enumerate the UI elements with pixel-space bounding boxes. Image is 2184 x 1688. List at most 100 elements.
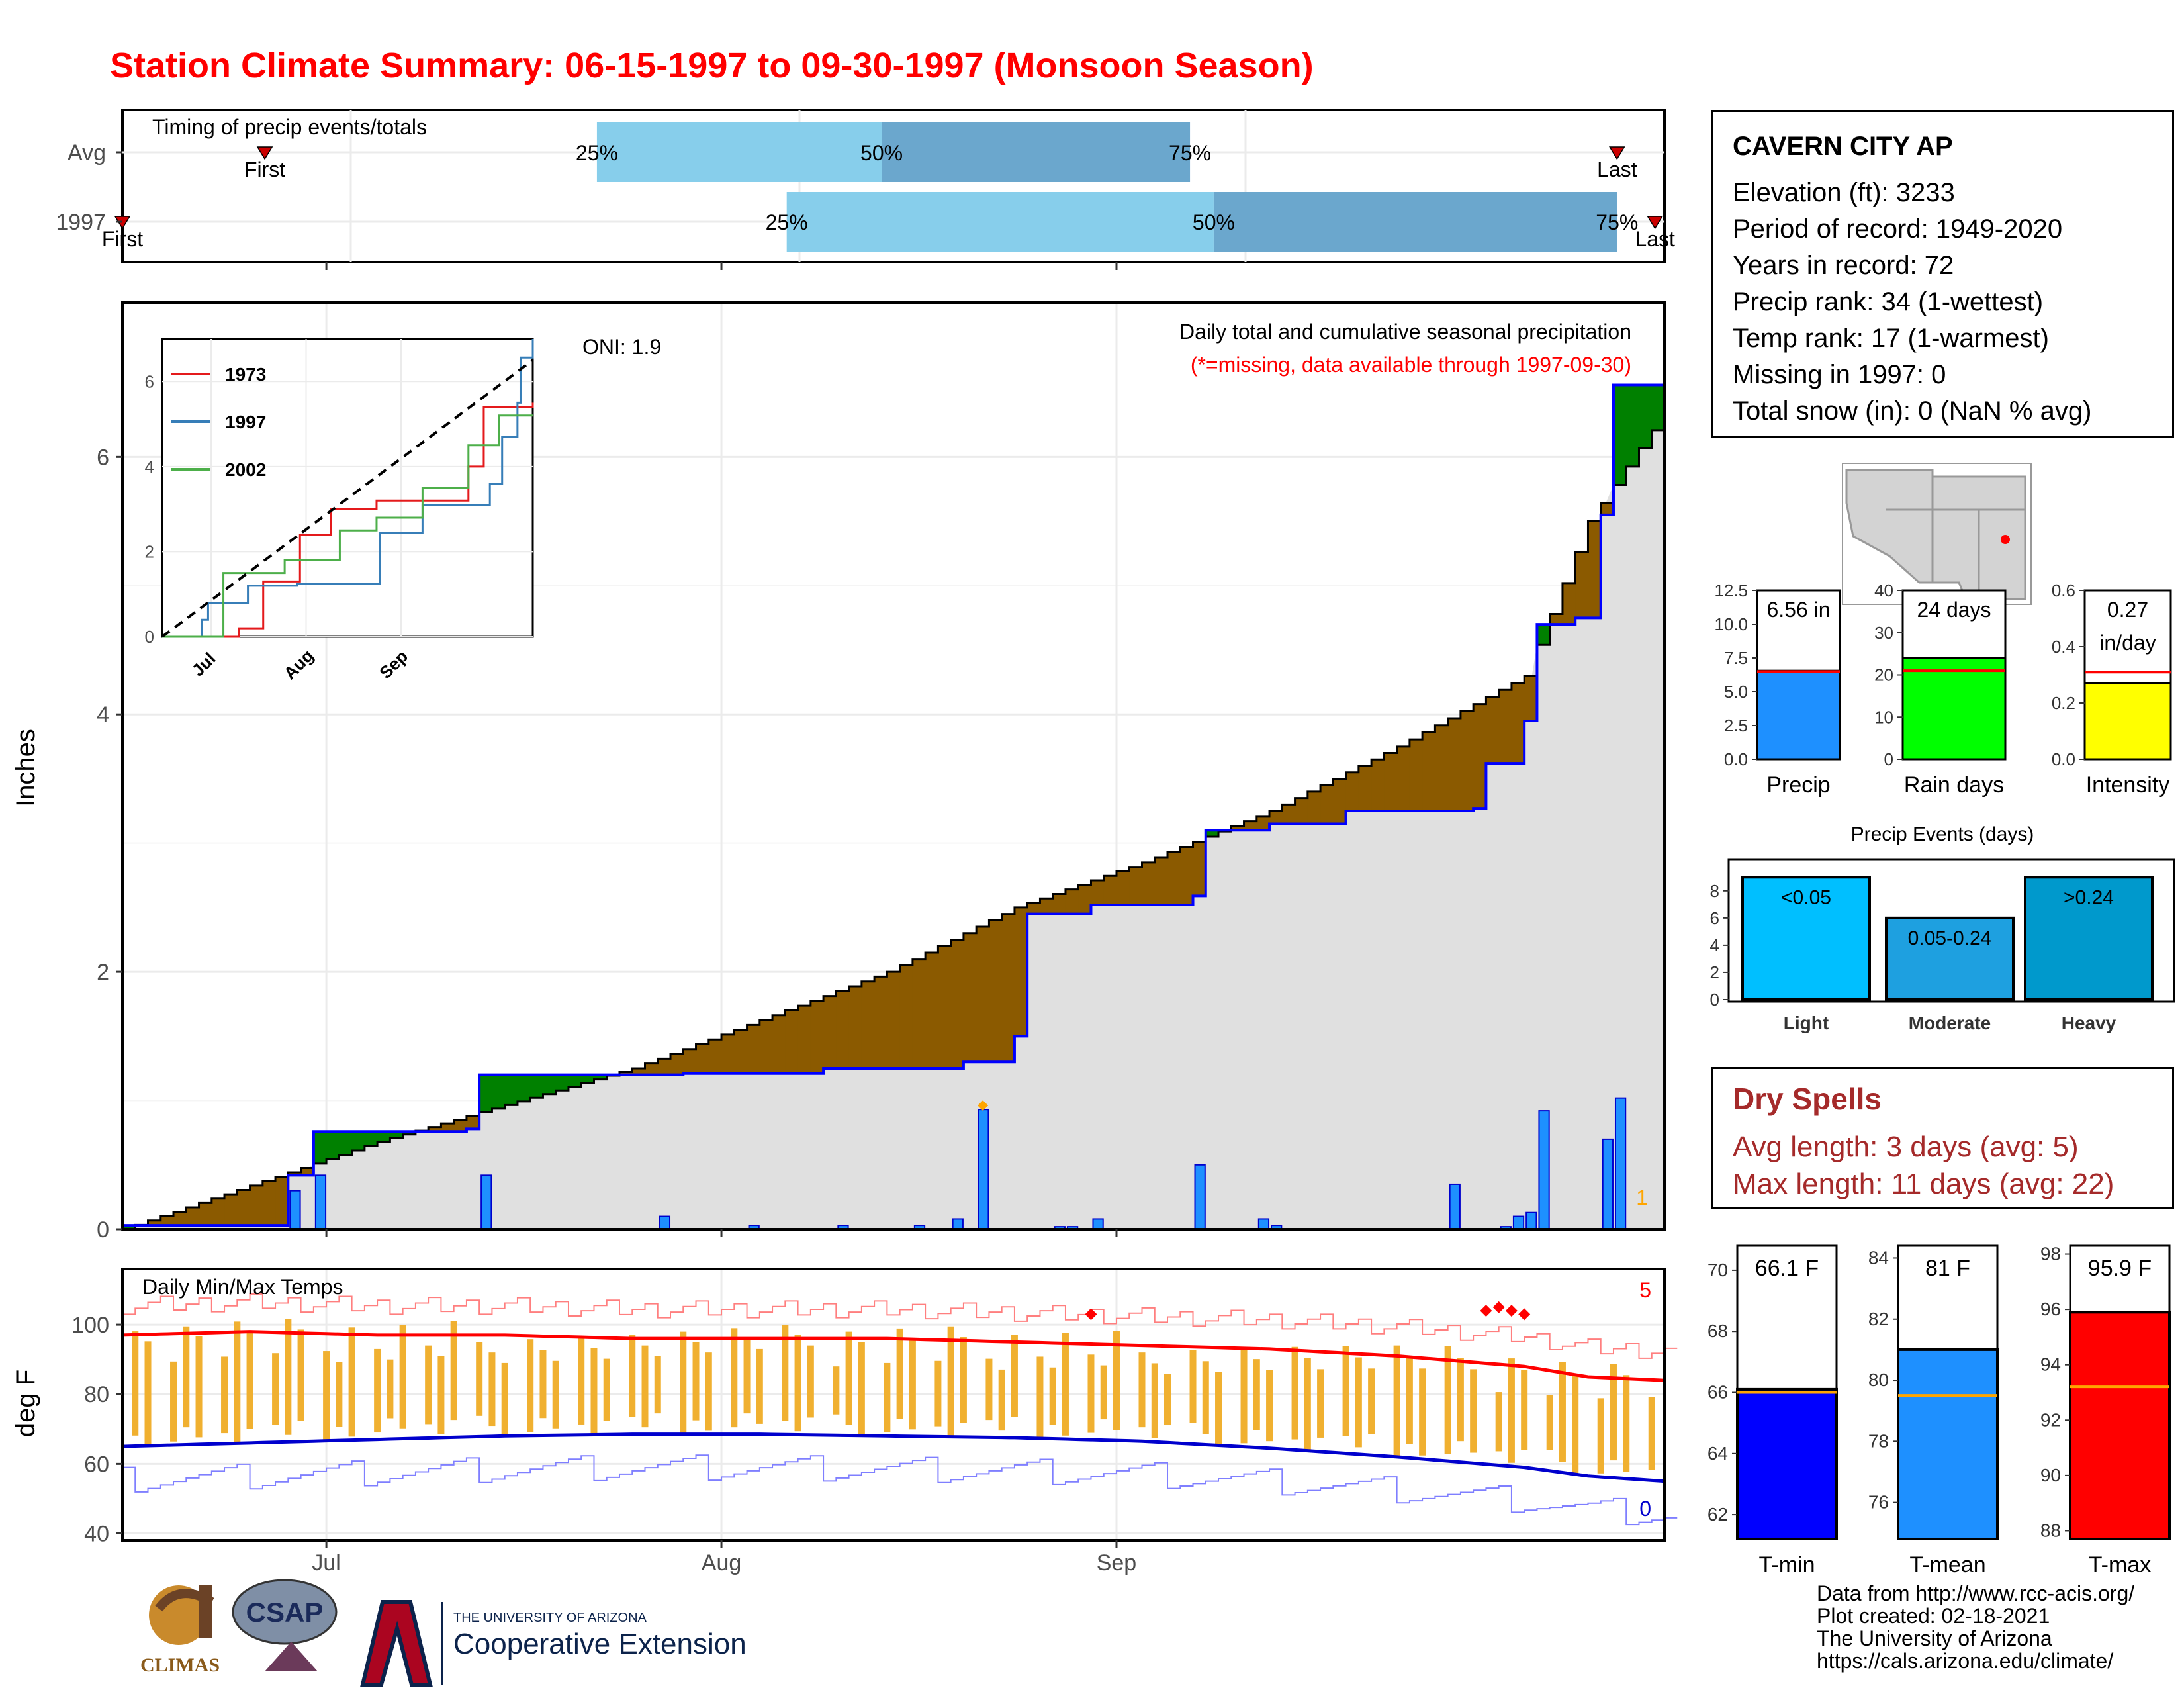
precip-deficit-segment — [861, 981, 875, 1068]
daily-temp-range-bar — [1406, 1356, 1413, 1444]
record-high-count: 5 — [1639, 1278, 1651, 1302]
precip-surplus-segment — [530, 1074, 544, 1098]
daily-temp-range-bar — [1253, 1359, 1260, 1430]
events-title: Precip Events (days) — [1851, 823, 2034, 845]
summary-ytick-label: 12.5 — [1714, 581, 1748, 600]
inset-legend-label: 1973 — [225, 364, 266, 385]
daily-temp-range-bar — [170, 1361, 177, 1442]
inset-series-line — [162, 414, 533, 638]
inset-frame — [161, 338, 534, 638]
inset-series-line — [162, 402, 534, 638]
summary-bar-fill — [1756, 669, 1841, 761]
daily-temp-range-bar — [1164, 1374, 1171, 1426]
events-bar-label: 0.05-0.24 — [1908, 927, 1992, 949]
precip-deficit-segment — [899, 965, 913, 1068]
precip-deficit-segment — [683, 1049, 697, 1074]
daily-temp-range-bar — [1572, 1374, 1579, 1475]
daily-precip-bar — [1092, 1218, 1104, 1231]
station-temp-rank: Temp rank: 17 (1-warmest) — [1733, 324, 2049, 353]
record-high-marker — [1492, 1301, 1505, 1313]
precip-deficit-segment — [1358, 766, 1372, 812]
temp-summary-label: T-mean — [1909, 1552, 1985, 1577]
daily-temp-range-bar — [1011, 1335, 1018, 1417]
daily-temp-range-bar — [374, 1348, 381, 1433]
timing-panel-label: Timing of precip events/totals — [152, 115, 427, 139]
daily-temp-range-bar — [1355, 1357, 1362, 1448]
precip-surplus-segment — [543, 1074, 557, 1094]
quantile-75-label: 75% — [1169, 141, 1211, 165]
precip-surplus-segment — [1651, 385, 1665, 430]
summary-bar-fill — [1901, 657, 2007, 761]
daily-temp-range-bar — [1610, 1364, 1617, 1461]
temp-summary-value: 95.9 F — [2088, 1256, 2152, 1281]
precip-surplus-segment — [1613, 385, 1627, 485]
daily-temp-range-bar — [985, 1358, 993, 1421]
quantile-50-label: 50% — [1193, 211, 1235, 234]
temp-summary-ytick-label: 82 — [1868, 1309, 1889, 1329]
precip-deficit-segment — [1524, 675, 1538, 721]
daily-temp-range-bar — [425, 1345, 432, 1425]
daily-temp-range-bar — [527, 1339, 534, 1432]
daily-temp-range-bar — [833, 1366, 840, 1415]
summary-bar-value: 24 days — [1917, 598, 1991, 622]
precip-deficit-segment — [428, 1127, 442, 1132]
events-category-label: Heavy — [2062, 1013, 2116, 1033]
events-bar — [1885, 916, 2015, 1002]
temp-summary-label: T-min — [1759, 1552, 1815, 1577]
precip-deficit-segment — [976, 927, 990, 1062]
temp-summary-ytick-label: 92 — [2040, 1409, 2061, 1430]
daily-temp-range-bar — [1317, 1369, 1324, 1438]
precip-surplus-segment — [1205, 830, 1219, 837]
precip-surplus-segment — [1537, 624, 1551, 645]
daily-precip-bar — [978, 1109, 989, 1230]
daily-temp-range-bar — [1291, 1346, 1298, 1440]
summary-ytick-label: 10.0 — [1714, 614, 1748, 634]
precip-surplus-segment — [1626, 385, 1640, 467]
precip-deficit-segment — [1371, 759, 1385, 812]
events-bar — [1741, 876, 1871, 1002]
temp-summary-fill — [1897, 1348, 1999, 1541]
daily-temp-range-bar — [437, 1356, 445, 1434]
precip-deficit-segment — [1384, 753, 1398, 812]
timing-panel: Timing of precip events/totals Avg 1997 … — [56, 109, 1675, 263]
precip-deficit-segment — [670, 1054, 684, 1075]
precip-deficit-segment — [912, 959, 926, 1068]
daily-temp-range-bar — [1470, 1369, 1477, 1453]
daily-temp-range-bar — [476, 1342, 483, 1416]
inset-ytick-label: 2 — [145, 541, 154, 561]
precip-deficit-segment — [262, 1181, 276, 1226]
daily-temp-range-bar — [807, 1345, 814, 1418]
precip-deficit-segment — [645, 1063, 659, 1075]
daily-temp-range-bar — [1623, 1375, 1630, 1472]
daily-precip-bar — [659, 1215, 671, 1230]
daily-temp-range-bar — [858, 1342, 865, 1436]
daily-temp-range-bar — [1648, 1397, 1655, 1470]
missing-count: 1 — [1636, 1186, 1648, 1209]
summary-bar-value-unit: in/day — [2099, 631, 2156, 655]
temp-summary-ytick-label: 84 — [1868, 1247, 1889, 1268]
temp-panel-label: Daily Min/Max Temps — [142, 1275, 343, 1299]
daily-temp-range-bar — [896, 1328, 903, 1419]
precip-deficit-segment — [1256, 816, 1270, 831]
daily-temp-range-bar — [501, 1362, 508, 1436]
temp-summary-fill — [1736, 1387, 1838, 1541]
precip-surplus-segment — [351, 1131, 365, 1150]
daily-temp-range-bar — [1559, 1362, 1566, 1462]
precip-ytick-label: 2 — [97, 960, 109, 985]
precip-deficit-segment — [1460, 711, 1474, 812]
events-bar — [2024, 876, 2154, 1002]
precip-deficit-segment — [696, 1044, 709, 1074]
daily-temp-range-bar — [654, 1356, 661, 1414]
csap-logo: CSAP — [232, 1579, 338, 1671]
events-bar-label: >0.24 — [2064, 886, 2114, 908]
precip-deficit-segment — [772, 1015, 786, 1074]
daily-temp-range-bar — [246, 1331, 253, 1429]
precip-deficit-segment — [759, 1020, 773, 1074]
temp-ytick-label: 40 — [84, 1521, 109, 1546]
dry-spells-title: Dry Spells — [1733, 1082, 1882, 1116]
credit-url: https://cals.arizona.edu/climate/ — [1817, 1649, 2114, 1673]
daily-precip-bar — [480, 1174, 492, 1231]
temp-summary-ytick-label: 80 — [1868, 1370, 1889, 1390]
temp-summary-label: T-max — [2089, 1552, 2151, 1577]
daily-temp-range-bar — [1521, 1370, 1528, 1450]
